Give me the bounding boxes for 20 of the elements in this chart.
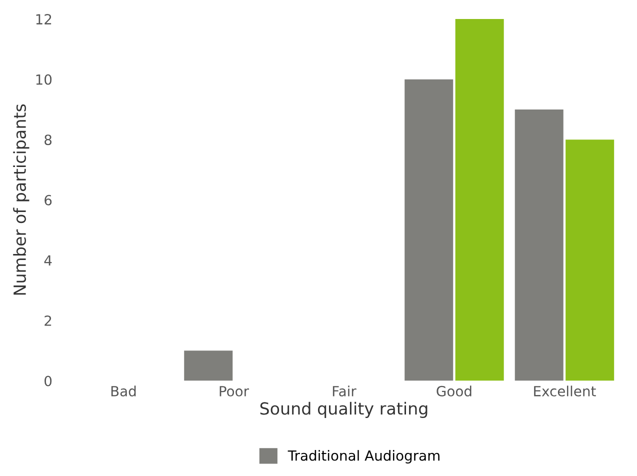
- y-tick-label: 8: [44, 134, 52, 146]
- x-tick-label: Fair: [332, 386, 356, 396]
- x-axis-title: Sound quality rating: [260, 402, 428, 418]
- y-tick-label: 12: [36, 14, 52, 24]
- x-tick-label: Bad: [111, 386, 136, 396]
- x-tick-label: Excellent: [534, 386, 596, 396]
- x-tick-label: Poor: [220, 386, 250, 396]
- bar: [184, 350, 233, 381]
- y-tick-label: 2: [44, 315, 52, 326]
- y-tick-label: 10: [36, 74, 52, 85]
- y-tick-label: 0: [44, 376, 52, 386]
- bar: [514, 109, 564, 381]
- bar: [455, 19, 504, 381]
- bar: [566, 140, 614, 381]
- legend-label: Traditional Audiogram: [288, 450, 440, 464]
- y-tick-label: 6: [44, 194, 52, 206]
- y-axis-title: Number of participants: [13, 104, 30, 295]
- x-tick-label: Good: [436, 386, 472, 396]
- bar: [404, 79, 454, 381]
- y-tick-label: 4: [44, 255, 52, 266]
